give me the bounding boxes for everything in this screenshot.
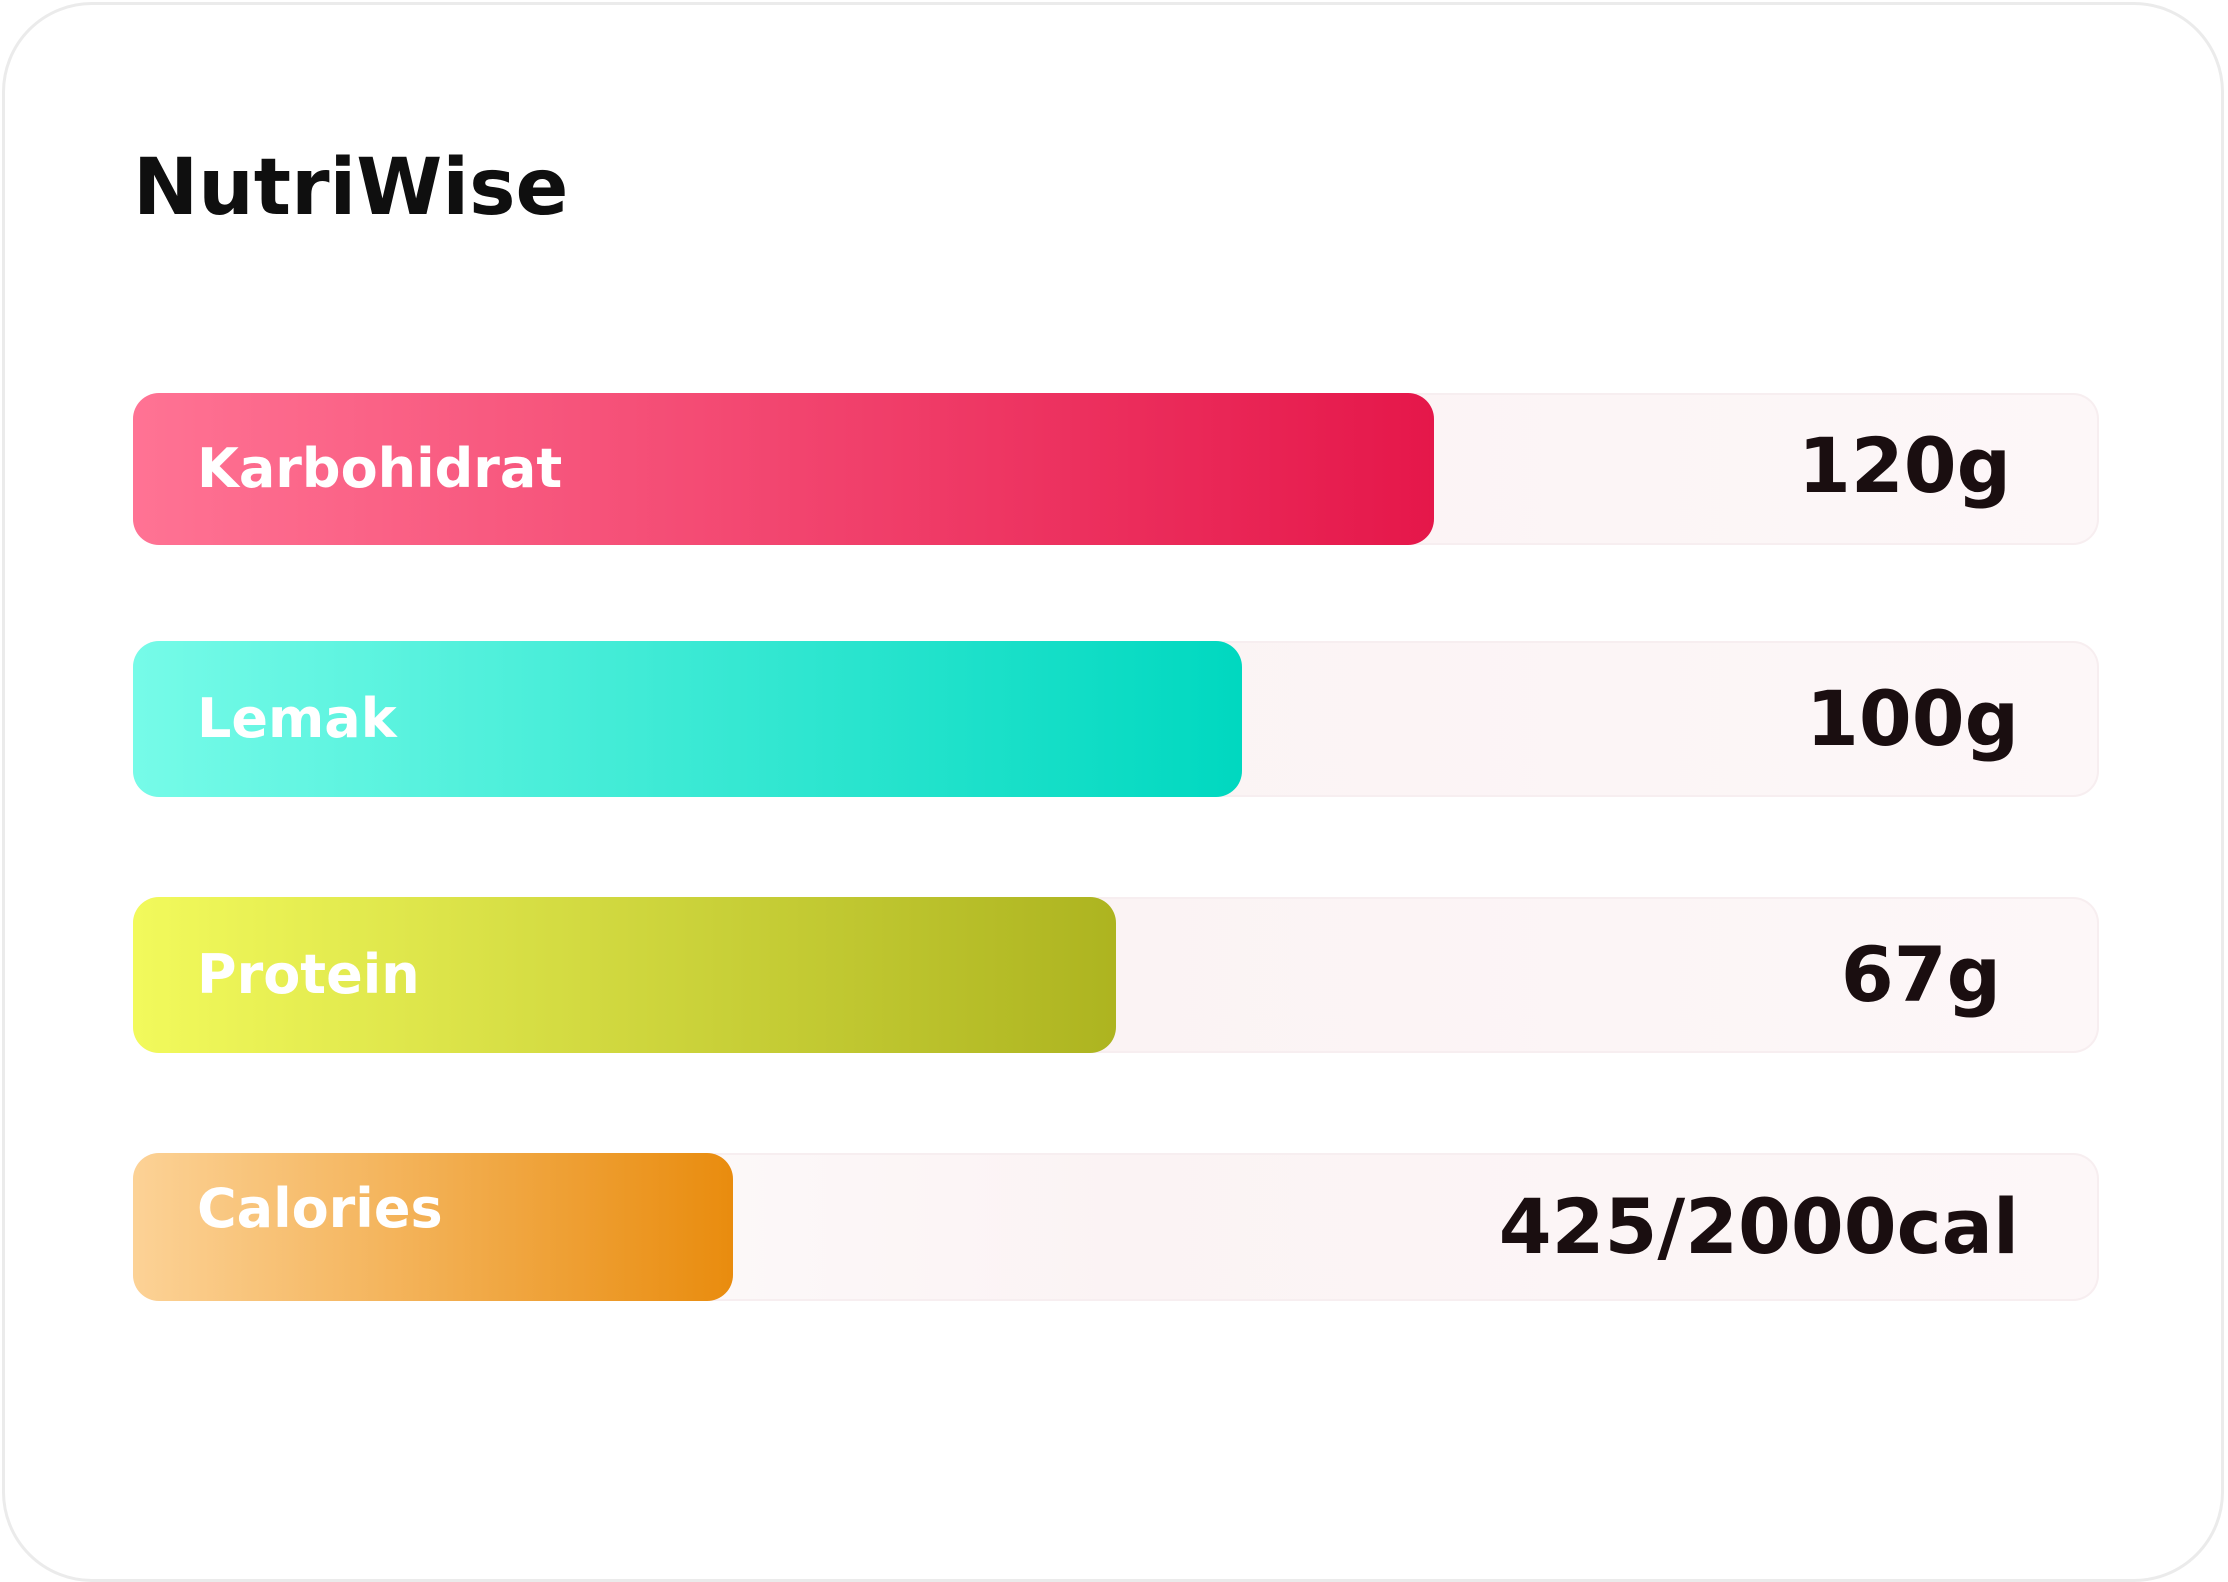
app-title: NutriWise bbox=[133, 143, 569, 233]
nutrient-row-karbohidrat: Karbohidrat 120g bbox=[133, 393, 2099, 545]
nutrient-value: 120g bbox=[1797, 420, 2011, 510]
progress-fill bbox=[133, 393, 1435, 545]
nutrient-row-lemak: Lemak 100g bbox=[133, 641, 2099, 797]
nutrient-row-protein: Protein 67g bbox=[133, 897, 2099, 1053]
nutrient-value: 67g bbox=[1840, 930, 2001, 1019]
nutrient-row-calories: Calories 425/2000cal bbox=[133, 1153, 2099, 1301]
nutrient-value: 100g bbox=[1805, 674, 2019, 763]
nutrient-label: Protein bbox=[197, 943, 420, 1006]
progress-fill bbox=[133, 897, 1116, 1053]
progress-fill bbox=[133, 1153, 733, 1301]
nutrient-value: 425/2000cal bbox=[1498, 1182, 2019, 1271]
progress-fill bbox=[133, 641, 1242, 797]
nutrient-label: Lemak bbox=[197, 687, 397, 750]
nutrient-label: Calories bbox=[197, 1177, 443, 1241]
nutrient-label: Karbohidrat bbox=[197, 437, 563, 500]
